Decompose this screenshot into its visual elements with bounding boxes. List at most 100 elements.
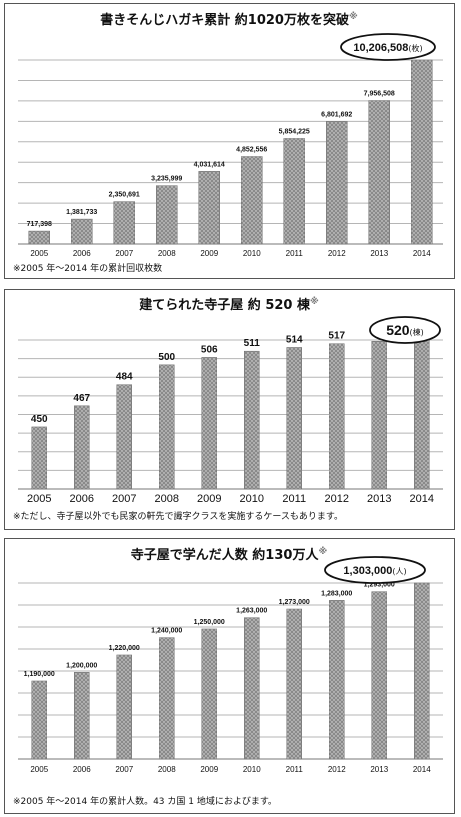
postcards-footnote: ※2005 年～2014 年の累計回収枚数 — [13, 262, 162, 274]
learners-bar-2011 — [286, 608, 302, 760]
learners-chart: 寺子屋で学んだ人数 約130万人※ 1,190,000 2005 1,200,000 2… — [13, 546, 443, 807]
schools-callout-text: 520(棟) — [386, 322, 424, 338]
postcards-chart: 書きそんじハガキ累計 約1020万枚を突破※ 717,398 2005 1,381,7… — [13, 11, 443, 274]
postcards-callout-text: 10,206,508(枚) — [353, 42, 422, 54]
postcards-data-label-2013: 7,956,508 — [364, 91, 395, 98]
postcards-data-label-2009: 4,031,614 — [194, 161, 225, 168]
chart-panel-schools: 建てられた寺子屋 約 520 棟※ 450 2005 467 2006 484 2007 50… — [4, 289, 455, 530]
schools-data-label-2011: 514 — [286, 334, 303, 345]
schools-x-tick-2011: 2011 — [282, 493, 306, 505]
schools-data-label-2005: 450 — [31, 414, 48, 425]
postcards-bar-2010 — [241, 156, 263, 245]
learners-bar-2009 — [201, 628, 217, 760]
learners-callout-value: 1,303,000 — [343, 565, 392, 577]
learners-data-label-2008: 1,240,000 — [151, 628, 182, 635]
learners-data-label-2013: 1,293,000 — [364, 582, 395, 589]
postcards-bar-2007 — [113, 201, 135, 245]
learners-bar-2008 — [159, 637, 175, 760]
postcards-callout-value: 10,206,508 — [353, 42, 408, 54]
postcards-title-note-mark: ※ — [349, 11, 358, 22]
schools-data-label-2012: 517 — [328, 331, 345, 342]
postcards-x-tick-2010: 2010 — [243, 249, 261, 258]
postcards-x-tick-2013: 2013 — [370, 249, 388, 258]
postcards-bar-2013 — [368, 100, 390, 245]
learners-x-tick-2006: 2006 — [73, 765, 91, 774]
schools-x-tick-2010: 2010 — [240, 493, 264, 505]
learners-x-tick-2010: 2010 — [243, 765, 261, 774]
postcards-bar-2008 — [156, 185, 178, 245]
schools-x-tick-2005: 2005 — [27, 493, 51, 505]
learners-x-tick-2012: 2012 — [328, 765, 346, 774]
postcards-x-tick-2005: 2005 — [30, 249, 48, 258]
chart-panel-learners: 寺子屋で学んだ人数 約130万人※ 1,190,000 2005 1,200,000 2… — [4, 538, 455, 814]
schools-chart-title: 建てられた寺子屋 約 520 棟※ — [139, 296, 319, 313]
learners-data-label-2009: 1,250,000 — [194, 619, 225, 626]
postcards-bar-2011 — [283, 138, 305, 245]
postcards-x-tick-2009: 2009 — [200, 249, 218, 258]
schools-x-tick-2012: 2012 — [325, 493, 349, 505]
learners-callout-unit: (人) — [392, 567, 406, 576]
learners-bar-2013 — [371, 591, 387, 760]
postcards-x-tick-2006: 2006 — [73, 249, 91, 258]
learners-x-tick-2008: 2008 — [158, 765, 176, 774]
postcards-bar-2005 — [28, 230, 50, 245]
schools-callout-ellipse — [369, 316, 441, 344]
postcards-bar-2006 — [71, 218, 93, 245]
schools-bar-2012 — [329, 343, 345, 490]
learners-chart-title: 寺子屋で学んだ人数 約130万人※ — [131, 546, 328, 563]
schools-bar-2010 — [244, 350, 260, 490]
learners-callout-text: 1,303,000(人) — [343, 565, 406, 577]
postcards-x-tick-2011: 2011 — [286, 249, 304, 258]
schools-data-label-2009: 506 — [201, 344, 218, 355]
schools-total-callout: 520(棟) — [369, 316, 441, 344]
schools-bar-2005 — [31, 426, 47, 490]
postcards-data-label-2012: 6,801,692 — [321, 111, 352, 118]
postcards-x-tick-2014: 2014 — [413, 249, 431, 258]
learners-data-label-2012: 1,283,000 — [321, 590, 352, 597]
schools-data-label-2007: 484 — [116, 372, 133, 383]
learners-x-tick-2011: 2011 — [286, 765, 304, 774]
postcards-data-label-2007: 2,350,691 — [109, 192, 140, 199]
learners-title-note-mark: ※ — [318, 546, 327, 557]
schools-data-label-2008: 500 — [158, 352, 175, 363]
schools-bar-2009 — [201, 357, 217, 490]
learners-bar-2010 — [244, 617, 260, 760]
learners-x-tick-2005: 2005 — [30, 765, 48, 774]
schools-x-tick-2009: 2009 — [197, 493, 221, 505]
postcards-callout-unit: (枚) — [408, 43, 422, 53]
schools-chart: 建てられた寺子屋 約 520 棟※ 450 2005 467 2006 484 2007 50… — [13, 296, 443, 522]
schools-title-note-mark: ※ — [310, 296, 319, 307]
postcards-data-label-2008: 3,235,999 — [151, 176, 182, 183]
postcards-total-callout: 10,206,508(枚) — [340, 33, 436, 61]
learners-bar-2014 — [414, 582, 430, 760]
schools-bar-2006 — [74, 405, 90, 490]
schools-x-tick-2007: 2007 — [112, 493, 136, 505]
schools-callout-unit: (棟) — [410, 327, 424, 337]
postcards-bar-2012 — [326, 121, 348, 245]
learners-bar-2006 — [74, 672, 90, 760]
schools-data-label-2006: 467 — [73, 393, 90, 404]
schools-x-tick-2014: 2014 — [410, 493, 434, 505]
schools-bar-2008 — [159, 364, 175, 490]
learners-data-label-2011: 1,273,000 — [279, 599, 310, 606]
learners-bar-2012 — [329, 600, 345, 760]
schools-callout-value: 520 — [386, 322, 410, 338]
learners-callout-ellipse — [324, 556, 426, 584]
learners-data-label-2007: 1,220,000 — [109, 645, 140, 652]
schools-x-tick-2013: 2013 — [367, 493, 391, 505]
learners-x-tick-2013: 2013 — [370, 765, 388, 774]
schools-bar-2007 — [116, 384, 132, 490]
postcards-bar-2014 — [411, 59, 433, 245]
schools-footnote: ※ただし、寺子屋以外でも民家の軒先で識字クラスを実施するケースもあります。 — [13, 510, 343, 522]
learners-footnote: ※2005 年～2014 年の累計人数。43 カ国 1 地域におよびます。 — [13, 795, 277, 807]
learners-x-tick-2014: 2014 — [413, 765, 431, 774]
schools-data-label-2010: 511 — [244, 338, 261, 349]
schools-x-tick-2006: 2006 — [70, 493, 94, 505]
postcards-data-label-2006: 1,381,733 — [66, 209, 97, 216]
learners-data-label-2006: 1,200,000 — [66, 662, 97, 669]
learners-x-tick-2007: 2007 — [115, 765, 133, 774]
schools-bar-2011 — [286, 347, 302, 490]
postcards-chart-title: 書きそんじハガキ累計 約1020万枚を突破※ — [100, 11, 358, 28]
schools-x-tick-2008: 2008 — [155, 493, 179, 505]
learners-bar-2005 — [31, 680, 47, 760]
